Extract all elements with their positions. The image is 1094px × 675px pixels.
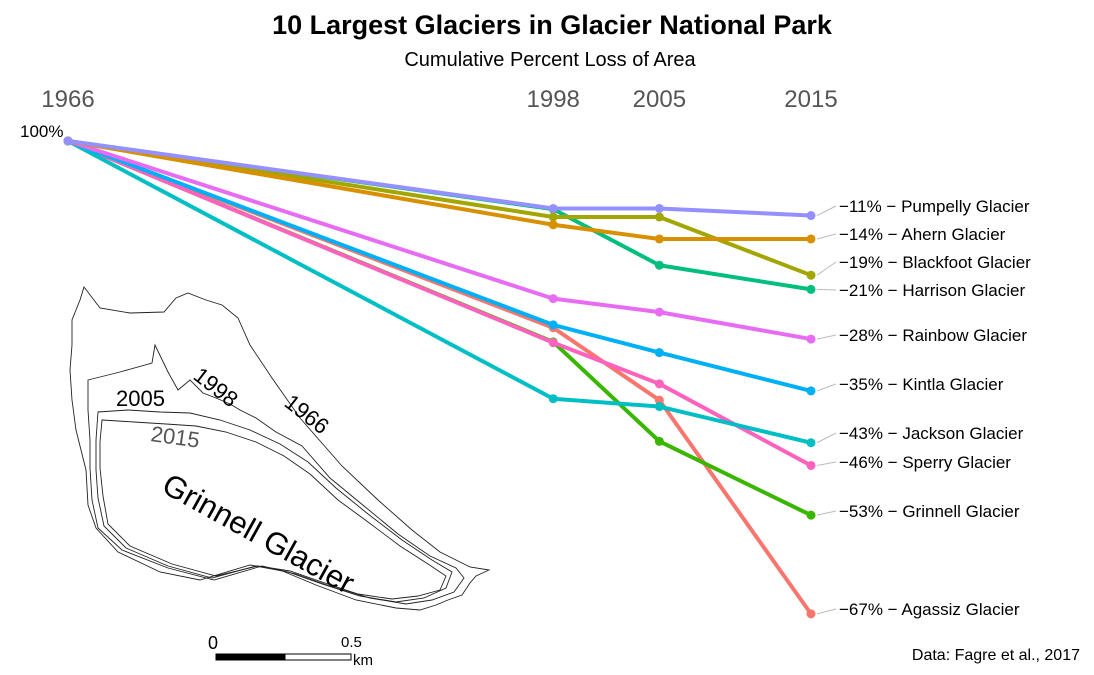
data-point-pumpelly-glacier-1966 [63, 136, 73, 146]
data-point-pumpelly-glacier-2015 [806, 211, 816, 221]
data-point-blackfoot-glacier-2005 [654, 212, 664, 222]
label-leader-sperry-glacier [816, 461, 837, 466]
scale-label-0: 0 [208, 633, 218, 653]
label-leader-grinnell-glacier [816, 510, 837, 516]
series-blackfoot-glacier [63, 136, 816, 280]
map-label-2005: 2005 [116, 386, 165, 411]
start-label: 100% [20, 122, 63, 141]
series-label-jackson-glacier: −43% − Jackson Glacier [839, 424, 1024, 443]
data-source-caption: Data: Fagre et al., 2017 [912, 647, 1080, 664]
series-sperry-glacier [63, 136, 816, 470]
data-point-rainbow-glacier-2015 [806, 334, 816, 344]
scale-bar: 0 0.5 km [208, 633, 373, 669]
inset-map-title: Grinnell Glacier [157, 467, 361, 601]
outline-2005 [95, 409, 453, 603]
data-point-pumpelly-glacier-1998 [548, 203, 558, 213]
x-tick-label-1998: 1998 [527, 86, 580, 113]
series-labels: −67% − Agassiz Glacier −53% − Grinnell Gl… [816, 197, 1031, 619]
series-pumpelly-glacier [63, 136, 816, 221]
label-leader-jackson-glacier [816, 432, 837, 444]
data-point-rainbow-glacier-2005 [654, 307, 664, 317]
outline-2015 [99, 419, 447, 600]
inset-map [69, 286, 491, 611]
series-label-rainbow-glacier: −28% − Rainbow Glacier [839, 326, 1027, 345]
series-ahern-glacier [63, 136, 816, 244]
label-leader-blackfoot-glacier [816, 261, 837, 276]
data-point-agassiz-glacier-2015 [806, 609, 816, 619]
series-line-grinnell-glacier [67, 139, 812, 517]
x-axis-labels: 1966 1998 2005 2015 [41, 86, 837, 113]
map-label-1966: 1966 [280, 389, 334, 439]
series-label-agassiz-glacier: −67% − Agassiz Glacier [839, 600, 1020, 619]
data-point-ahern-glacier-2015 [806, 234, 816, 244]
series-line-pumpelly-glacier [67, 139, 812, 218]
series-line-kintla-glacier [67, 139, 812, 393]
data-point-rainbow-glacier-1998 [548, 294, 558, 304]
data-point-jackson-glacier-2005 [654, 402, 664, 412]
x-tick-label-1966: 1966 [41, 86, 94, 113]
series-line-jackson-glacier [67, 139, 812, 445]
series-label-grinnell-glacier: −53% − Grinnell Glacier [839, 502, 1020, 521]
x-tick-label-2015: 2015 [784, 86, 837, 113]
label-leader-ahern-glacier [816, 233, 837, 240]
series-label-sperry-glacier: −46% − Sperry Glacier [839, 453, 1011, 472]
outline-1998 [87, 343, 465, 605]
data-point-pumpelly-glacier-2005 [654, 203, 664, 213]
series-line-ahern-glacier [67, 139, 811, 241]
series-label-ahern-glacier: −14% − Ahern Glacier [839, 225, 1006, 244]
label-leader-agassiz-glacier [816, 608, 837, 615]
label-leader-harrison-glacier [816, 288, 837, 291]
chart-subtitle: Cumulative Percent Loss of Area [404, 49, 696, 71]
series-label-kintla-glacier: −35% − Kintla Glacier [839, 375, 1004, 394]
scale-label-unit: km [353, 652, 373, 669]
label-leader-pumpelly-glacier [816, 205, 837, 216]
series-label-harrison-glacier: −21% − Harrison Glacier [839, 281, 1025, 300]
series-line-rainbow-glacier [67, 139, 812, 342]
data-point-kintla-glacier-2005 [654, 348, 664, 358]
chart-title: 10 Largest Glaciers in Glacier National … [272, 10, 833, 40]
series-line-harrison-glacier [67, 139, 812, 292]
data-point-kintla-glacier-2015 [806, 386, 816, 396]
data-point-harrison-glacier-2015 [806, 284, 816, 294]
outline-1966 [69, 286, 491, 611]
data-point-ahern-glacier-2005 [654, 234, 664, 244]
label-leader-kintla-glacier [816, 383, 837, 392]
data-point-jackson-glacier-1998 [548, 394, 558, 404]
series-label-pumpelly-glacier: −11% − Pumpelly Glacier [839, 197, 1030, 216]
map-label-1998: 1998 [189, 362, 243, 412]
data-point-blackfoot-glacier-2015 [806, 270, 816, 280]
data-point-harrison-glacier-2005 [654, 260, 664, 270]
label-leader-rainbow-glacier [816, 334, 837, 340]
data-point-blackfoot-glacier-1998 [548, 212, 558, 222]
data-point-kintla-glacier-1998 [548, 320, 558, 330]
data-point-sperry-glacier-1998 [548, 338, 558, 348]
data-point-ahern-glacier-1998 [548, 220, 558, 230]
data-point-jackson-glacier-2015 [806, 438, 816, 448]
data-point-grinnell-glacier-2015 [806, 510, 816, 520]
data-point-sperry-glacier-2015 [806, 460, 816, 470]
x-tick-label-2005: 2005 [633, 86, 686, 113]
map-label-2015: 2015 [149, 421, 201, 453]
data-point-grinnell-glacier-2005 [654, 436, 664, 446]
series-label-blackfoot-glacier: −19% − Blackfoot Glacier [839, 253, 1031, 272]
data-point-agassiz-glacier-2005 [654, 395, 664, 405]
scale-label-half: 0.5 [341, 634, 362, 651]
series-layer [63, 136, 816, 619]
data-point-sperry-glacier-2005 [654, 379, 664, 389]
series-line-blackfoot-glacier [67, 139, 812, 278]
